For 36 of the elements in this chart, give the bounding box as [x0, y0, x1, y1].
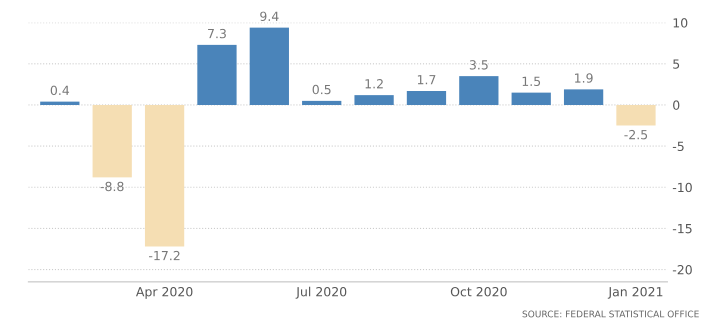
bar — [40, 102, 80, 105]
y-tick-label: -10 — [672, 182, 692, 192]
y-tick-label: -20 — [672, 265, 692, 274]
bar — [354, 95, 394, 105]
bar — [92, 104, 132, 178]
data-label: 1.7 — [418, 75, 436, 84]
data-label: 7.3 — [208, 28, 226, 38]
bar — [406, 90, 446, 105]
data-label: 0.4 — [50, 86, 70, 96]
bar — [197, 44, 237, 105]
data-label: 1.9 — [575, 73, 593, 83]
data-label: -2.5 — [624, 130, 648, 140]
x-tick-label: Jan 2021 — [608, 286, 662, 299]
data-label: 1.5 — [522, 76, 540, 86]
bar — [512, 92, 551, 105]
y-tick-label: -5 — [672, 142, 684, 152]
y-tick-label: 10 — [674, 18, 688, 28]
x-tick-label: Oct 2020 — [450, 286, 507, 296]
y-tick-label: 0 — [673, 100, 680, 110]
data-label: 1.2 — [366, 79, 383, 88]
y-tick-label: -15 — [672, 224, 692, 234]
bar — [302, 100, 342, 105]
bar — [616, 104, 656, 126]
y-tick-label: 5 — [673, 59, 680, 69]
bar — [459, 76, 498, 105]
data-label: -17.2 — [149, 250, 180, 260]
x-tick-label: Apr 2020 — [136, 286, 192, 299]
bar — [250, 28, 289, 105]
bar — [144, 104, 184, 246]
data-label: 9.4 — [260, 12, 279, 22]
bar — [564, 89, 604, 105]
x-tick-label: Jul 2020 — [296, 286, 346, 299]
data-label: 0.5 — [312, 84, 331, 94]
data-label: 3.5 — [470, 60, 488, 70]
data-label: -8.8 — [100, 182, 124, 192]
source-note: SOURCE: FEDERAL STATISTICAL OFFICE — [522, 310, 699, 318]
